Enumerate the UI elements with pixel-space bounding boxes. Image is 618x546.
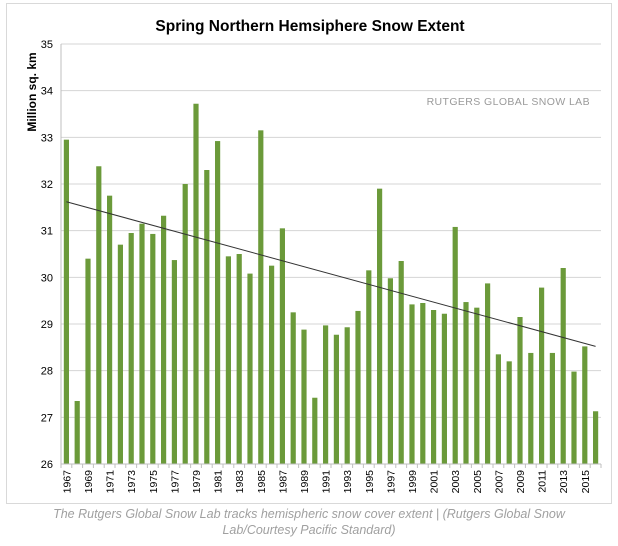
bar	[269, 265, 275, 464]
bar	[506, 361, 512, 464]
bar	[247, 273, 253, 464]
bar	[431, 310, 437, 464]
y-tick-label: 27	[41, 412, 53, 424]
x-tick-label: 2003	[450, 470, 462, 494]
y-tick-label: 32	[41, 179, 53, 191]
bar	[333, 334, 339, 464]
bar	[63, 139, 69, 464]
y-tick-label: 34	[41, 86, 53, 98]
y-tick-label: 35	[41, 39, 53, 51]
trend-line	[66, 201, 596, 347]
y-axis-label: Million sq. km	[25, 52, 39, 131]
bar	[236, 254, 242, 464]
y-tick-label: 29	[41, 319, 53, 331]
x-tick-label: 1987	[277, 470, 289, 494]
y-tick-label: 31	[41, 226, 53, 238]
source-annotation: RUTGERS GLOBAL SNOW LAB	[427, 96, 590, 108]
bar	[85, 258, 91, 464]
bar	[560, 268, 566, 464]
bar	[377, 188, 383, 464]
x-tick-label: 2015	[580, 470, 592, 494]
x-tick-label: 1981	[213, 470, 225, 494]
x-tick-label: 1997	[385, 470, 397, 494]
y-tick-label: 26	[41, 459, 53, 471]
bar	[593, 411, 599, 464]
y-tick-label: 30	[41, 272, 53, 284]
bar	[312, 397, 318, 464]
bar	[193, 103, 199, 464]
bar	[171, 260, 177, 464]
chart-frame: Spring Northern Hemsiphere Snow Extent M…	[6, 3, 612, 504]
bar	[139, 223, 145, 464]
bar	[571, 371, 577, 464]
bar	[474, 307, 480, 464]
x-tick-label: 2013	[558, 470, 570, 494]
bar	[301, 329, 307, 464]
bar	[161, 215, 167, 464]
bar	[204, 170, 210, 464]
x-tick-label: 1975	[148, 470, 160, 494]
y-tick-label: 33	[41, 132, 53, 144]
x-tick-label: 2007	[493, 470, 505, 494]
bar	[96, 166, 102, 464]
x-tick-label: 1993	[342, 470, 354, 494]
bar	[150, 233, 156, 464]
bar	[582, 346, 588, 464]
x-tick-label: 1973	[126, 470, 138, 494]
x-tick-label: 1983	[234, 470, 246, 494]
x-tick-label: 2009	[515, 470, 527, 494]
bar	[409, 304, 415, 464]
x-tick-label: 1977	[169, 470, 181, 494]
x-tick-label: 2011	[537, 470, 549, 493]
bar	[323, 325, 329, 464]
bar	[420, 303, 426, 464]
x-tick-label: 1971	[105, 470, 117, 494]
bar	[344, 327, 350, 464]
bar	[539, 287, 545, 464]
bar	[117, 244, 123, 464]
x-tick-label: 1989	[299, 470, 311, 494]
chart-title: Spring Northern Hemsiphere Snow Extent	[155, 18, 464, 35]
figure-caption: The Rutgers Global Snow Lab tracks hemis…	[53, 507, 565, 537]
bar	[452, 226, 458, 464]
bar	[441, 313, 447, 464]
bar	[495, 354, 501, 464]
bar	[528, 352, 534, 464]
bar-chart: Spring Northern Hemsiphere Snow Extent M…	[25, 18, 602, 494]
bar	[225, 256, 231, 464]
x-tick-label: 1991	[321, 470, 333, 494]
x-tick-label: 1969	[83, 470, 95, 494]
bar	[258, 130, 264, 464]
bar	[366, 270, 372, 464]
x-tick-label: 1979	[191, 470, 203, 494]
bar	[107, 195, 113, 464]
bar	[182, 184, 188, 464]
x-tick-label: 2001	[429, 470, 441, 494]
bar	[215, 141, 221, 465]
x-tick-label: 1967	[61, 470, 73, 494]
bar	[279, 228, 285, 464]
bar	[290, 312, 296, 464]
bar	[128, 233, 134, 464]
x-tick-label: 2005	[472, 470, 484, 494]
x-tick-label: 1995	[364, 470, 376, 494]
bar	[549, 352, 555, 464]
bar	[387, 278, 393, 464]
y-tick-label: 28	[41, 366, 53, 378]
bar	[463, 302, 469, 464]
bar	[74, 401, 80, 464]
x-tick-label: 1985	[256, 470, 268, 494]
bar	[355, 310, 361, 464]
bar	[485, 283, 491, 464]
bar	[517, 317, 523, 464]
x-tick-label: 1999	[407, 470, 419, 494]
bar	[398, 261, 404, 464]
